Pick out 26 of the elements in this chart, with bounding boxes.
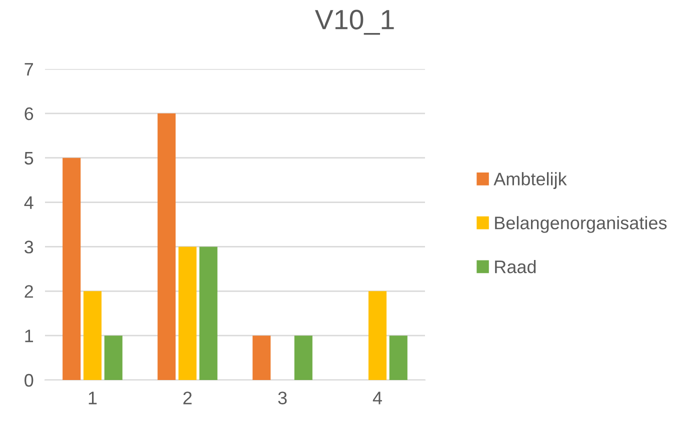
chart-title: V10_1: [314, 10, 394, 35]
bar: [178, 246, 197, 380]
bar: [252, 336, 271, 380]
legend-label: Belangenorganisaties: [495, 216, 667, 233]
legend-label: Raad: [495, 260, 536, 274]
y-tick-label: 6: [24, 107, 34, 120]
bar: [199, 246, 218, 380]
y-tick-label: 7: [24, 63, 33, 76]
bar: [294, 336, 312, 380]
y-tick-label: 0: [24, 374, 34, 387]
bar: [368, 291, 387, 380]
y-tick-label: 3: [24, 240, 34, 254]
bar: [104, 336, 122, 380]
bar: [83, 291, 102, 380]
x-tick-label: 1: [88, 392, 97, 404]
x-tick-label: 4: [372, 392, 382, 404]
y-tick-label: 5: [24, 152, 34, 165]
x-tick-label: 2: [183, 392, 192, 404]
bar: [158, 113, 176, 380]
x-tick-label: 3: [278, 392, 287, 404]
legend-label: Ambtelijk: [494, 172, 567, 189]
y-tick-label: 1: [25, 330, 34, 342]
bar: [389, 336, 408, 380]
bar: [62, 158, 81, 380]
y-tick-label: 2: [24, 285, 33, 298]
y-tick-label: 4: [24, 196, 34, 209]
